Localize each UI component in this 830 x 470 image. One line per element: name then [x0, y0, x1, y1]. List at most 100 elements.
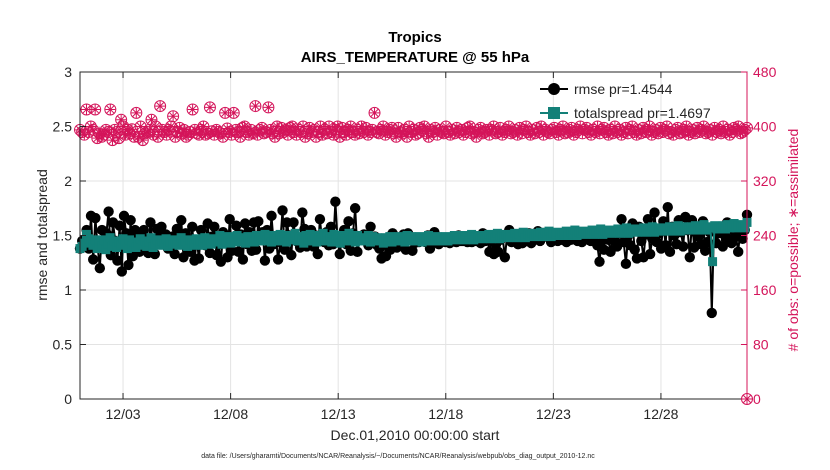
obs-assimilated-point [445, 129, 456, 140]
obs-assimilated-point [495, 122, 506, 133]
obs-assimilated-point [150, 121, 161, 132]
obs-assimilated-point [395, 126, 406, 137]
obs-assimilated-point [620, 122, 631, 133]
obs-assimilated-point [246, 124, 257, 135]
rmse-point [649, 207, 660, 218]
y-tick-label: 1 [64, 282, 72, 298]
obs-assimilated-point [731, 124, 742, 135]
obs-assimilated-point [274, 128, 285, 139]
obs-assimilated-point [631, 129, 642, 140]
obs-assimilated-point [404, 121, 415, 132]
obs-assimilated-point [341, 129, 352, 140]
obs-assimilated-point [635, 128, 646, 139]
obs-assimilated-point [282, 129, 293, 140]
obs-possible-point [186, 103, 199, 116]
chart-subtitle: AIRS_TEMPERATURE @ 55 hPa [301, 49, 530, 66]
obs-assimilated-point [672, 122, 683, 133]
rmse-point [706, 307, 717, 319]
obs-possible-point [138, 127, 151, 140]
obs-possible-point [151, 130, 164, 143]
rmse-point [193, 253, 205, 264]
obs-assimilated-point [291, 129, 302, 140]
obs-assimilated-point [261, 126, 272, 137]
obs-assimilated-point [566, 122, 577, 133]
obs-assimilated-point [235, 131, 246, 142]
rmse-point [250, 244, 262, 255]
obs-assimilated-point [516, 128, 527, 139]
rmse-point [94, 263, 106, 274]
obs-assimilated-point [622, 128, 633, 139]
obs-assimilated-point [259, 128, 270, 139]
obs-assimilated-point [185, 126, 196, 137]
rmse-point [684, 252, 695, 263]
obs-assimilated-point [324, 121, 335, 132]
obs-assimilated-point [146, 114, 157, 125]
rmse-point [343, 216, 354, 227]
obs-assimilated-point [544, 128, 555, 139]
y2-tick-label: 0 [753, 391, 761, 407]
obs-assimilated-point [376, 124, 387, 135]
obs-assimilated-point [243, 129, 254, 140]
legend-totalspread-label: totalspread pr=1.4697 [574, 105, 711, 121]
obs-assimilated-point [248, 128, 259, 139]
rmse-point [103, 206, 114, 217]
obs-assimilated-point [451, 122, 462, 133]
obs-assimilated-point [536, 121, 547, 132]
obs-assimilated-point [700, 128, 711, 139]
rmse-point [365, 221, 376, 232]
legend-rmse-marker [548, 83, 560, 95]
obs-assimilated-point [432, 129, 443, 140]
obs-assimilated-point [176, 128, 187, 139]
obs-assimilated-point [521, 121, 532, 132]
y-axis-label: rmse and totalspread [34, 169, 50, 301]
totalspread-point [101, 245, 111, 255]
obs-assimilated-point [549, 122, 560, 133]
obs-assimilated-point [427, 126, 438, 137]
obs-assimilated-point [460, 126, 471, 137]
obs-assimilated-point [664, 128, 675, 139]
obs-assimilated-point [609, 121, 620, 132]
obs-assimilated-point [321, 128, 332, 139]
obs-assimilated-point [605, 124, 616, 135]
obs-assimilated-point [237, 122, 248, 133]
rmse-point [616, 213, 627, 225]
obs-assimilated-point [81, 104, 92, 115]
obs-assimilated-point [490, 128, 501, 139]
rmse-point [233, 246, 244, 258]
rmse-point [156, 221, 167, 232]
rmse-point [116, 266, 128, 277]
obs-assimilated-point [410, 129, 421, 140]
obs-possible-point [203, 101, 216, 114]
obs-assimilated-point [356, 121, 367, 132]
obs-assimilated-point [577, 128, 588, 139]
y-tick-label: 1.5 [53, 228, 73, 244]
obs-assimilated-point [475, 122, 486, 133]
obs-assimilated-point [98, 129, 109, 140]
obs-assimilated-point [510, 124, 521, 135]
obs-assimilated-point [726, 126, 737, 137]
obs-assimilated-point [386, 122, 397, 133]
obs-assimilated-point [79, 129, 90, 140]
obs-assimilated-point [469, 126, 480, 137]
rmse-point [594, 256, 605, 267]
obs-assimilated-point [402, 131, 413, 142]
obs-assimilated-point [300, 131, 311, 142]
y2-tick-label: 320 [753, 173, 777, 189]
obs-assimilated-point [315, 121, 326, 132]
x-axis-label: Dec.01,2010 00:00:00 start [331, 427, 500, 443]
obs-assimilated-point [471, 131, 482, 142]
obs-assimilated-point [501, 124, 512, 135]
obs-assimilated-point [417, 124, 428, 135]
obs-assimilated-point [213, 126, 224, 137]
obs-assimilated-point [302, 128, 313, 139]
obs-assimilated-point [295, 126, 306, 137]
rmse-point [187, 221, 198, 232]
rmse-point [288, 217, 299, 228]
obs-assimilated-point [83, 126, 94, 137]
rmse-point [112, 255, 123, 266]
obs-assimilated-point [144, 124, 155, 135]
obs-assimilated-point [542, 126, 553, 137]
obs-assimilated-point [285, 122, 296, 133]
rmse-point [677, 241, 689, 252]
obs-assimilated-point [122, 124, 133, 135]
